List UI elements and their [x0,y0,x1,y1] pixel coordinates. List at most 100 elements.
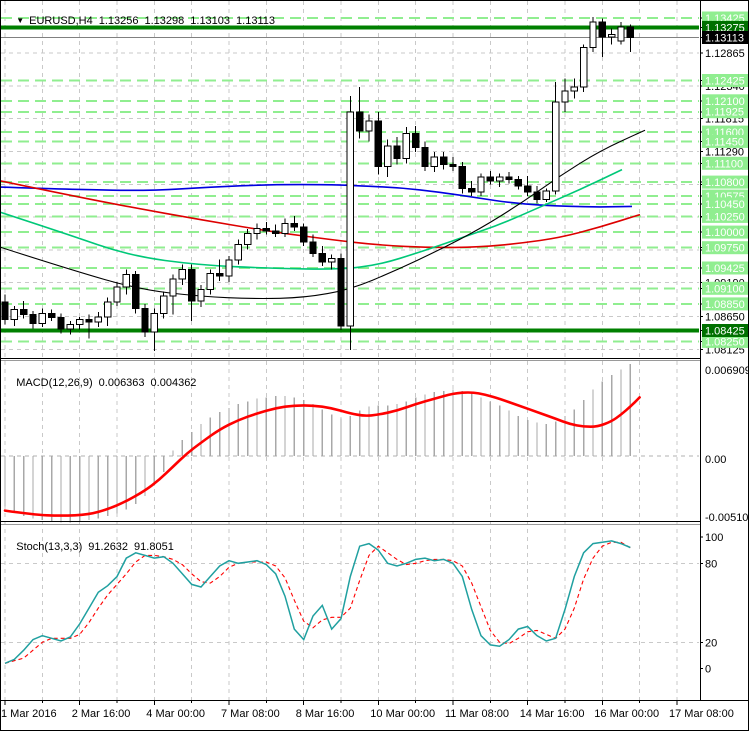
candle [421,147,429,167]
candle [412,132,420,149]
candle [356,111,364,132]
candle [272,230,280,234]
svg-text:1.11925: 1.11925 [705,107,744,119]
svg-text:1.08425: 1.08425 [705,326,745,338]
price-panel[interactable] [0,17,699,351]
candle [598,21,606,38]
ohlc-close: 1.13113 [236,15,275,27]
candle [579,47,588,88]
level-price-label: 1.10250 [702,209,748,223]
candle [337,257,345,327]
level-price-label: 1.11450 [702,134,748,148]
svg-text:1.08650: 1.08650 [705,311,745,323]
level-price-label: 1.09425 [702,261,748,275]
candle [281,222,289,234]
svg-text:1 Mar 2016: 1 Mar 2016 [1,708,57,720]
svg-text:1.09100: 1.09100 [705,283,745,295]
level-price-label: 1.12100 [702,94,748,108]
candle [542,190,550,201]
svg-text:100: 100 [705,532,723,544]
svg-text:8 Mar 16:00: 8 Mar 16:00 [296,708,355,720]
candle [20,309,28,316]
price-scale[interactable]: 1.128651.123401.118151.112901.107651.102… [700,0,749,700]
svg-text:1.08250: 1.08250 [705,336,745,348]
candle [66,324,74,330]
svg-text:1.11450: 1.11450 [705,136,744,148]
svg-text:10 Mar 00:00: 10 Mar 00:00 [370,708,435,720]
candle [514,179,522,187]
svg-text:1.10000: 1.10000 [705,227,745,239]
svg-text:1.11290: 1.11290 [705,146,744,158]
candle [551,101,560,192]
candle [384,145,392,167]
candle [365,120,373,132]
candles [1,17,634,351]
candle [160,295,168,314]
level-price-label: 1.08850 [702,297,748,311]
ohlc-open: 1.13256 [98,15,139,27]
candle [523,185,532,193]
candle [206,272,215,290]
svg-text:17 Mar 08:00: 17 Mar 08:00 [669,708,734,720]
candle [486,176,495,182]
candle [122,274,130,288]
stoch-panel[interactable] [1,540,699,664]
stoch-d-line [4,541,631,664]
svg-text:0: 0 [705,664,711,676]
candle [505,176,513,181]
svg-text:1.08850: 1.08850 [705,299,745,311]
candle [440,156,448,166]
key-level-price-label: 1.08425 [702,324,748,338]
svg-text:80: 80 [705,558,717,570]
time-scale[interactable]: 1 Mar 2016 2 Mar 16:00 4 Mar 00:00 7 Mar 08… [1,701,734,720]
candle [178,269,187,280]
candle [495,176,504,182]
candle [48,312,56,319]
level-price-label: 1.11925 [702,105,748,119]
stoch-d-value: 91.8051 [134,541,174,553]
svg-text:1.12865: 1.12865 [705,48,745,60]
candle [132,274,140,309]
svg-text:16 Mar 00:00: 16 Mar 00:00 [594,708,659,720]
macd-panel[interactable] [1,364,699,523]
panel-separators[interactable] [0,358,749,701]
candle [533,191,541,201]
candle [458,165,467,189]
candle [1,301,9,321]
candle [38,312,46,324]
ma-black [0,129,646,300]
level-price-label: 1.10000 [702,225,748,239]
svg-text:4 Mar 00:00: 4 Mar 00:00 [146,708,205,720]
candle [468,187,476,193]
svg-text:1.12100: 1.12100 [705,96,745,108]
candle [300,226,308,243]
candle [216,272,224,277]
candle [617,26,625,42]
candle [85,319,93,323]
svg-text:-0.005105: -0.005105 [705,512,749,524]
candle [262,227,271,232]
svg-text:11 Mar 08:00: 11 Mar 08:00 [445,708,509,720]
candle [393,145,401,159]
svg-text:1.09425: 1.09425 [705,263,745,275]
level-price-label: 1.08250 [702,334,748,348]
level-price-label: 1.09750 [702,241,748,255]
candle [570,86,578,92]
level-price-label: 1.09100 [702,281,748,295]
candle [150,312,159,333]
candle [10,309,19,321]
candle [626,26,634,38]
candle [225,259,233,277]
ma-red [0,180,641,249]
candle [169,278,177,297]
candle [29,314,37,324]
candle [113,286,121,303]
symbol-dropdown-icon[interactable]: ▼ [16,16,25,25]
level-price-label: 1.10800 [702,175,748,189]
chart-header: ▼ EURUSD,H4 1.13256 1.13298 1.13103 1.13113 [4,3,281,39]
stoch-indicator-label: Stoch(13,3,3) 91.2632 91.8051 [4,529,180,565]
current-price-label: 1.13113 [702,31,748,45]
macd-histogram [4,364,632,523]
